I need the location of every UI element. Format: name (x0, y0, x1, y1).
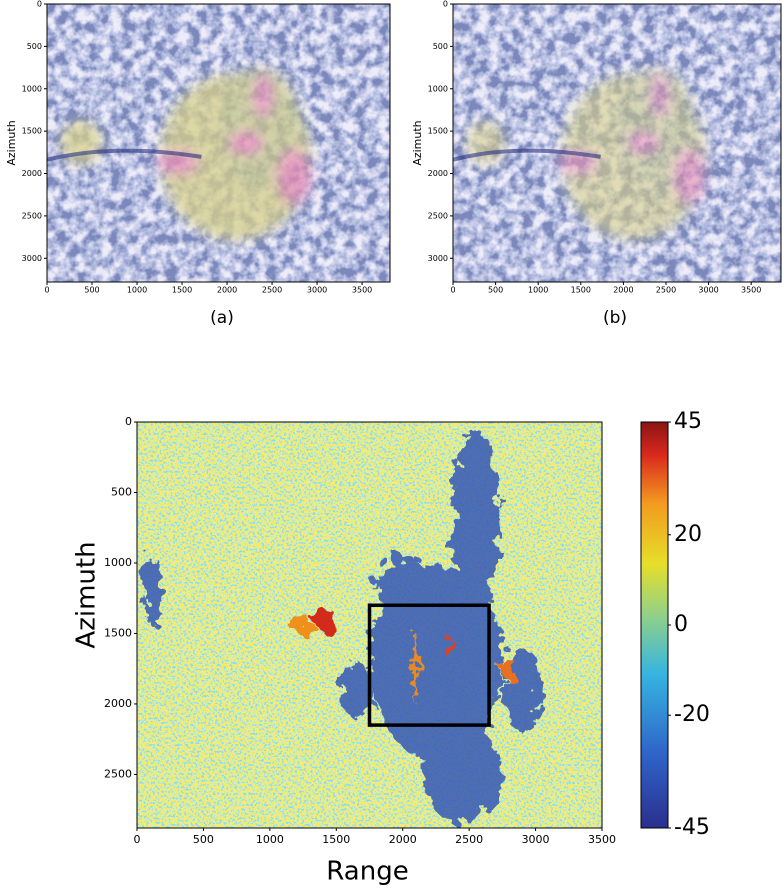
y-tick-label: 1500 (428, 127, 448, 136)
y-tick-label: 2500 (22, 211, 42, 220)
x-tick-label: 3500 (352, 286, 372, 295)
blue-patch (451, 429, 500, 613)
colorbar-tick-label: 0 (674, 612, 688, 637)
x-tick-label: 2500 (455, 833, 483, 846)
y-tick-label: 0 (443, 0, 448, 9)
colorbar-tick-label: -45 (674, 815, 710, 840)
y-tick-label: 500 (27, 42, 42, 51)
blue-patch (422, 725, 503, 824)
urban-area (156, 151, 198, 174)
urban-area (228, 131, 264, 155)
urban-area (672, 148, 706, 205)
blue-patch (340, 661, 373, 719)
x-tick-label: 1500 (571, 286, 591, 295)
urban-area (557, 151, 598, 174)
x-tick-label: 3000 (698, 286, 718, 295)
y-tick-label: 2000 (104, 697, 132, 710)
urban-area (276, 148, 312, 205)
y-tick-label: 500 (111, 485, 132, 498)
y-axis-label: Azimuth (411, 120, 424, 165)
x-tick-label: 1000 (528, 286, 548, 295)
red-patch (502, 657, 516, 680)
y-tick-label: 1500 (104, 626, 132, 639)
red-patch (316, 606, 335, 633)
y-tick-label: 1000 (428, 84, 448, 93)
highlight-box (367, 603, 491, 727)
plot: 0 500 1000 1500 2000 2500 3000 3500 0 500 1000 1500… (411, 0, 782, 328)
x-tick-label: 0 (450, 286, 455, 295)
x-tick-label: 3000 (307, 286, 327, 295)
plot: 0 500 1000 1500 2000 2500 3000 3500 0 500 1000 1500… (72, 409, 710, 887)
red-patch (289, 619, 317, 634)
positive-region (289, 606, 516, 704)
y-tick-label: 1000 (104, 556, 132, 569)
x-tick-label: 2000 (217, 286, 237, 295)
x-tick-label: 1000 (127, 286, 147, 295)
y-tick-label: 3000 (428, 254, 448, 263)
x-axis-label: Range (326, 857, 408, 887)
y-tick-label: 1000 (22, 84, 42, 93)
x-tick-label: 1500 (172, 286, 192, 295)
y-tick-label: 2500 (428, 211, 448, 220)
river (453, 148, 601, 162)
colorbar-tick-label: -20 (674, 702, 710, 727)
x-tick-label: 2500 (262, 286, 282, 295)
x-tick-label: 3500 (588, 833, 616, 846)
x-tick-label: 3000 (522, 833, 550, 846)
axes-frame (452, 3, 782, 283)
x-tick-label: 2000 (389, 833, 417, 846)
x-tick-label: 500 (488, 286, 503, 295)
x-tick-label: 3500 (741, 286, 761, 295)
y-tick-label: 2000 (428, 169, 448, 178)
colorbar-tick-label: 45 (674, 409, 702, 434)
blue-patch (376, 555, 430, 627)
x-tick-label: 0 (134, 833, 141, 846)
caption: (a) (210, 308, 234, 328)
x-tick-label: 1000 (256, 833, 284, 846)
red-patch (413, 633, 419, 704)
axes-frame (136, 421, 603, 829)
image (453, 4, 781, 282)
river (47, 148, 202, 162)
negative-region (144, 429, 543, 824)
y-axis-label: Azimuth (5, 120, 18, 165)
y-axis-label: Azimuth (72, 541, 102, 648)
y-tick-label: 500 (433, 42, 448, 51)
blue-patch (144, 555, 161, 627)
y-tick-label: 2000 (22, 169, 42, 178)
y-tick-label: 0 (37, 0, 42, 9)
x-tick-label: 1500 (322, 833, 350, 846)
axes-frame (46, 3, 391, 283)
urban-area (466, 120, 506, 166)
x-tick-label: 500 (193, 833, 214, 846)
caption: (b) (603, 308, 627, 328)
red-patch (445, 636, 453, 659)
urban-area (60, 120, 102, 166)
y-tick-label: 2500 (104, 767, 132, 780)
urban-area (252, 73, 274, 118)
plot: 0 500 1000 1500 2000 2500 3000 3500 0 500 1000 1500… (5, 0, 391, 328)
urban-area (626, 131, 660, 155)
x-tick-label: 0 (44, 286, 49, 295)
y-tick-label: 1500 (22, 127, 42, 136)
x-tick-label: 2500 (656, 286, 676, 295)
x-tick-label: 500 (84, 286, 99, 295)
colorbar (640, 421, 669, 829)
urban-area (649, 73, 670, 118)
y-tick-label: 3000 (22, 254, 42, 263)
colorbar-tick-label: 20 (674, 522, 702, 547)
image (47, 4, 390, 282)
y-tick-label: 0 (125, 415, 132, 428)
x-tick-label: 2000 (613, 286, 633, 295)
